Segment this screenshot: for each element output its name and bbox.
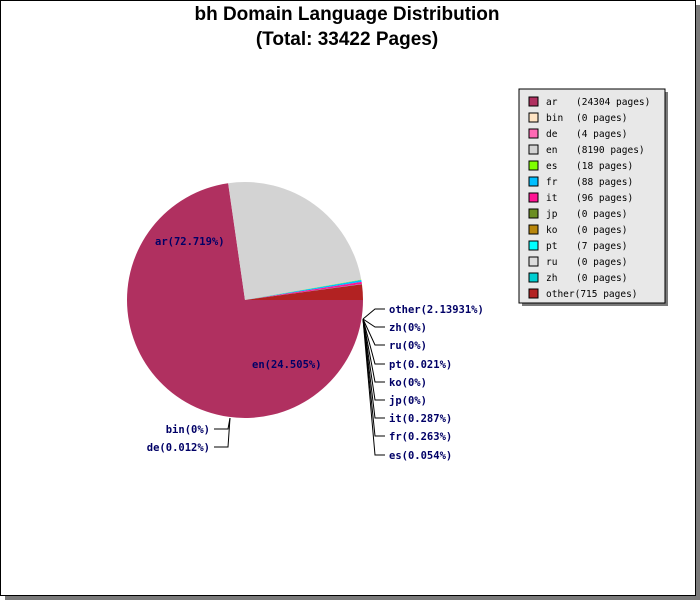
leader-line-zh — [362, 318, 385, 328]
leader-line-it — [362, 318, 385, 419]
slice-label-it: it(0.287%) — [389, 413, 452, 425]
legend-name-de: de — [546, 129, 558, 140]
legend-name-ru: ru — [546, 257, 557, 268]
slice-label-de: de(0.012%) — [147, 442, 210, 454]
pie-slice-it — [245, 281, 362, 300]
slice-labels: ar(72.719%) en(24.505%) bin(0%) de(0.012%) o… — [147, 236, 484, 462]
legend-name-en: en — [546, 145, 557, 156]
pie-slice-pt — [245, 284, 362, 300]
legend-name-ko: ko — [546, 225, 558, 236]
pie-slice-en — [228, 182, 362, 300]
pie-slice-es — [245, 279, 362, 300]
pie-slice-ar — [127, 183, 363, 418]
pie-slice-fr — [245, 280, 362, 300]
pie-slice-other — [245, 284, 363, 300]
legend-name-pt: pt — [546, 241, 557, 252]
legend-swatch-fr — [528, 176, 539, 187]
legend-value-de: (4 pages) — [576, 129, 627, 140]
slice-label-ko: ko(0%) — [389, 377, 427, 389]
legend-name-it: it — [546, 193, 557, 204]
legend-swatch-it — [528, 192, 539, 203]
legend-value-ru: (0 pages) — [576, 257, 627, 268]
legend-swatch-ko — [528, 224, 539, 235]
leader-line-other — [362, 308, 385, 320]
slice-label-fr: fr(0.263%) — [389, 431, 452, 443]
slice-label-bin: bin(0%) — [166, 424, 210, 436]
legend-value-es: (18 pages) — [576, 161, 633, 172]
legend-swatch-zh — [528, 272, 539, 283]
legend-value-ko: (0 pages) — [576, 225, 627, 236]
leader-lines — [214, 308, 385, 456]
slice-label-es: es(0.054%) — [389, 450, 452, 462]
legend-name-jp: jp — [546, 209, 558, 220]
slice-label-en: en(24.505%) — [252, 359, 322, 371]
leader-line-de — [214, 417, 231, 448]
legend-swatch-en — [528, 144, 539, 155]
legend-value-fr: (88 pages) — [576, 177, 633, 188]
legend-swatch-other — [528, 288, 539, 299]
leader-line-jp — [362, 318, 385, 401]
legend-value-bin: (0 pages) — [576, 113, 627, 124]
slice-label-jp: jp(0%) — [389, 395, 427, 407]
legend-swatch-bin — [528, 112, 539, 123]
pie-slices — [127, 182, 363, 418]
slice-label-other: other(2.13931%) — [389, 304, 484, 316]
legend-name-bin: bin — [546, 113, 563, 124]
slice-label-zh: zh(0%) — [389, 322, 427, 334]
legend-name-ar: ar — [546, 97, 558, 108]
chart-subtitle: (Total: 33422 Pages) — [255, 29, 439, 50]
leader-line-ru — [362, 318, 385, 346]
legend-swatch-de — [528, 128, 539, 139]
legend-value-it: (96 pages) — [576, 193, 633, 204]
leader-line-fr — [362, 318, 385, 437]
legend-value-ar: (24304 pages) — [576, 97, 650, 108]
legend-name-zh: zh — [546, 273, 557, 284]
leader-line-es — [362, 318, 385, 456]
legend-value-pt: (7 pages) — [576, 241, 627, 252]
legend-name-fr: fr — [546, 177, 558, 188]
legend-swatch-jp — [528, 208, 539, 219]
legend: ar (24304 pages) bin (0 pages) de (4 pages) en… — [518, 88, 668, 306]
legend-box — [518, 88, 666, 304]
legend-value-zh: (0 pages) — [576, 273, 627, 284]
legend-swatch-pt — [528, 240, 539, 251]
slice-label-ar: ar(72.719%) — [155, 236, 225, 248]
leader-line-bin — [214, 417, 231, 430]
legend-swatch-ar — [528, 96, 539, 107]
chart-title: bh Domain Language Distribution — [194, 4, 500, 25]
slice-label-ru: ru(0%) — [389, 340, 427, 352]
legend-swatch-es — [528, 160, 539, 171]
legend-swatch-ru — [528, 256, 539, 267]
leader-line-ko — [362, 318, 385, 383]
leader-line-pt — [362, 318, 385, 365]
legend-name-es: es — [546, 161, 557, 172]
pie-slice-de — [228, 183, 245, 300]
legend-value-other: other(715 pages) — [546, 289, 638, 300]
legend-value-en: (8190 pages) — [576, 145, 645, 156]
legend-value-jp: (0 pages) — [576, 209, 627, 220]
slice-label-pt: pt(0.021%) — [389, 359, 452, 371]
